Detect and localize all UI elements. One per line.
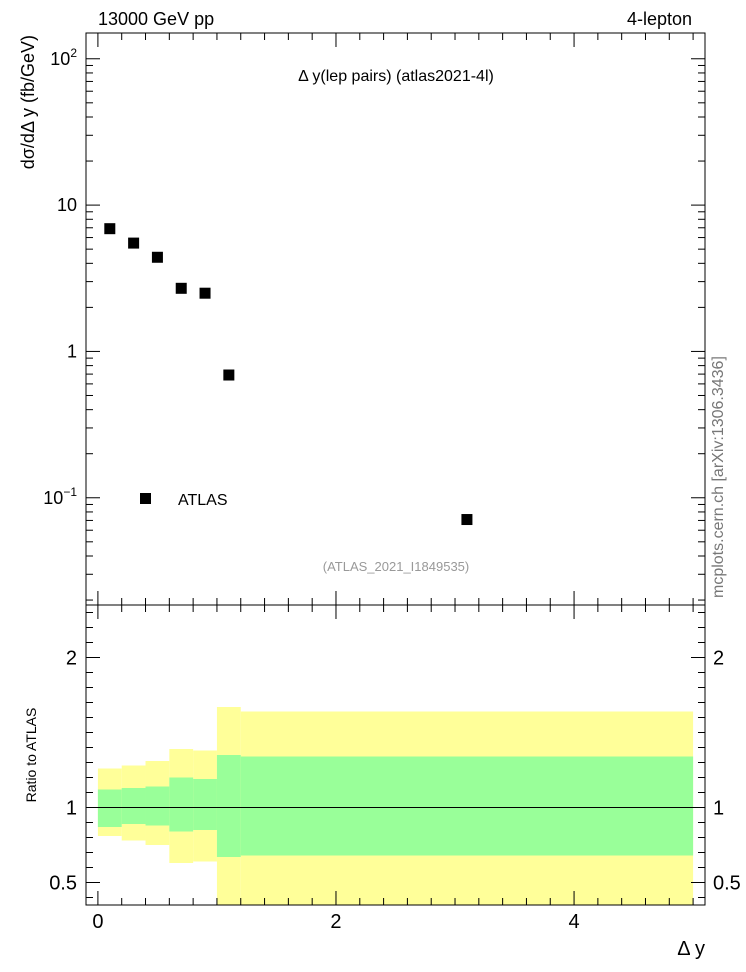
- inner-band: [240, 756, 694, 856]
- x-tick-label: 0: [92, 911, 103, 933]
- ratio-axis-ticks: 0.5 0.5 1 1 2 2 0 2 4: [49, 605, 741, 933]
- main-frame: [85, 32, 706, 606]
- legend: ATLAS: [140, 492, 228, 509]
- inner-band: [121, 788, 146, 824]
- legend-label: ATLAS: [178, 492, 228, 509]
- inner-band: [145, 786, 170, 826]
- header-right-label: 4-lepton: [627, 9, 692, 29]
- ratio-y-axis-label: Ratio to ATLAS: [23, 708, 39, 803]
- main-axis-ticks: 10−1 1 10 102: [43, 33, 705, 605]
- data-point: [199, 287, 211, 299]
- x-tick-label: 2: [330, 911, 341, 933]
- y-tick-label: 10: [57, 195, 77, 215]
- ratio-y-tick-label: 2: [66, 648, 77, 670]
- main-title: Δ y(lep pairs) (atlas2021-4l): [298, 68, 494, 85]
- ratio-bands: [97, 707, 694, 905]
- ratio-panel: 0.5 0.5 1 1 2 2 0 2 4 Ratio to ATLAS Δ y: [23, 604, 741, 960]
- y-tick-label: 1: [67, 341, 77, 361]
- main-y-axis-label: dσ/dΔ y (fb/GeV): [18, 35, 38, 169]
- inner-band: [169, 777, 194, 832]
- ratio-y-tick-label: 2: [713, 648, 724, 670]
- inner-band: [97, 789, 122, 827]
- data-point: [223, 369, 235, 381]
- y-tick-label: 102: [50, 46, 77, 69]
- ratio-frame: [85, 604, 706, 906]
- data-point: [104, 223, 116, 235]
- ratio-y-tick-label: 1: [713, 798, 724, 820]
- data-point: [175, 282, 187, 294]
- inner-band: [193, 779, 217, 830]
- x-tick-label: 4: [568, 911, 579, 933]
- data-point: [128, 237, 140, 249]
- legend-marker: [140, 493, 151, 504]
- side-source-label: mcplots.cern.ch [arXiv:1306.3436]: [710, 356, 727, 598]
- data-points: [104, 223, 473, 526]
- y-tick-label: 10−1: [43, 485, 77, 508]
- x-axis-label: Δ y: [677, 938, 705, 960]
- main-subtitle: (ATLAS_2021_I1849535): [323, 559, 469, 574]
- ratio-y-tick-label: 0.5: [713, 873, 741, 895]
- data-point: [461, 514, 473, 526]
- data-point: [151, 251, 163, 263]
- ratio-y-tick-label: 1: [66, 798, 77, 820]
- header-left-label: 13000 GeV pp: [98, 9, 214, 29]
- main-panel: 10−1 1 10 102 Δ y(lep pairs) (atlas2021-4l)…: [18, 32, 706, 606]
- inner-band: [216, 755, 241, 857]
- ratio-y-tick-label: 0.5: [49, 873, 77, 895]
